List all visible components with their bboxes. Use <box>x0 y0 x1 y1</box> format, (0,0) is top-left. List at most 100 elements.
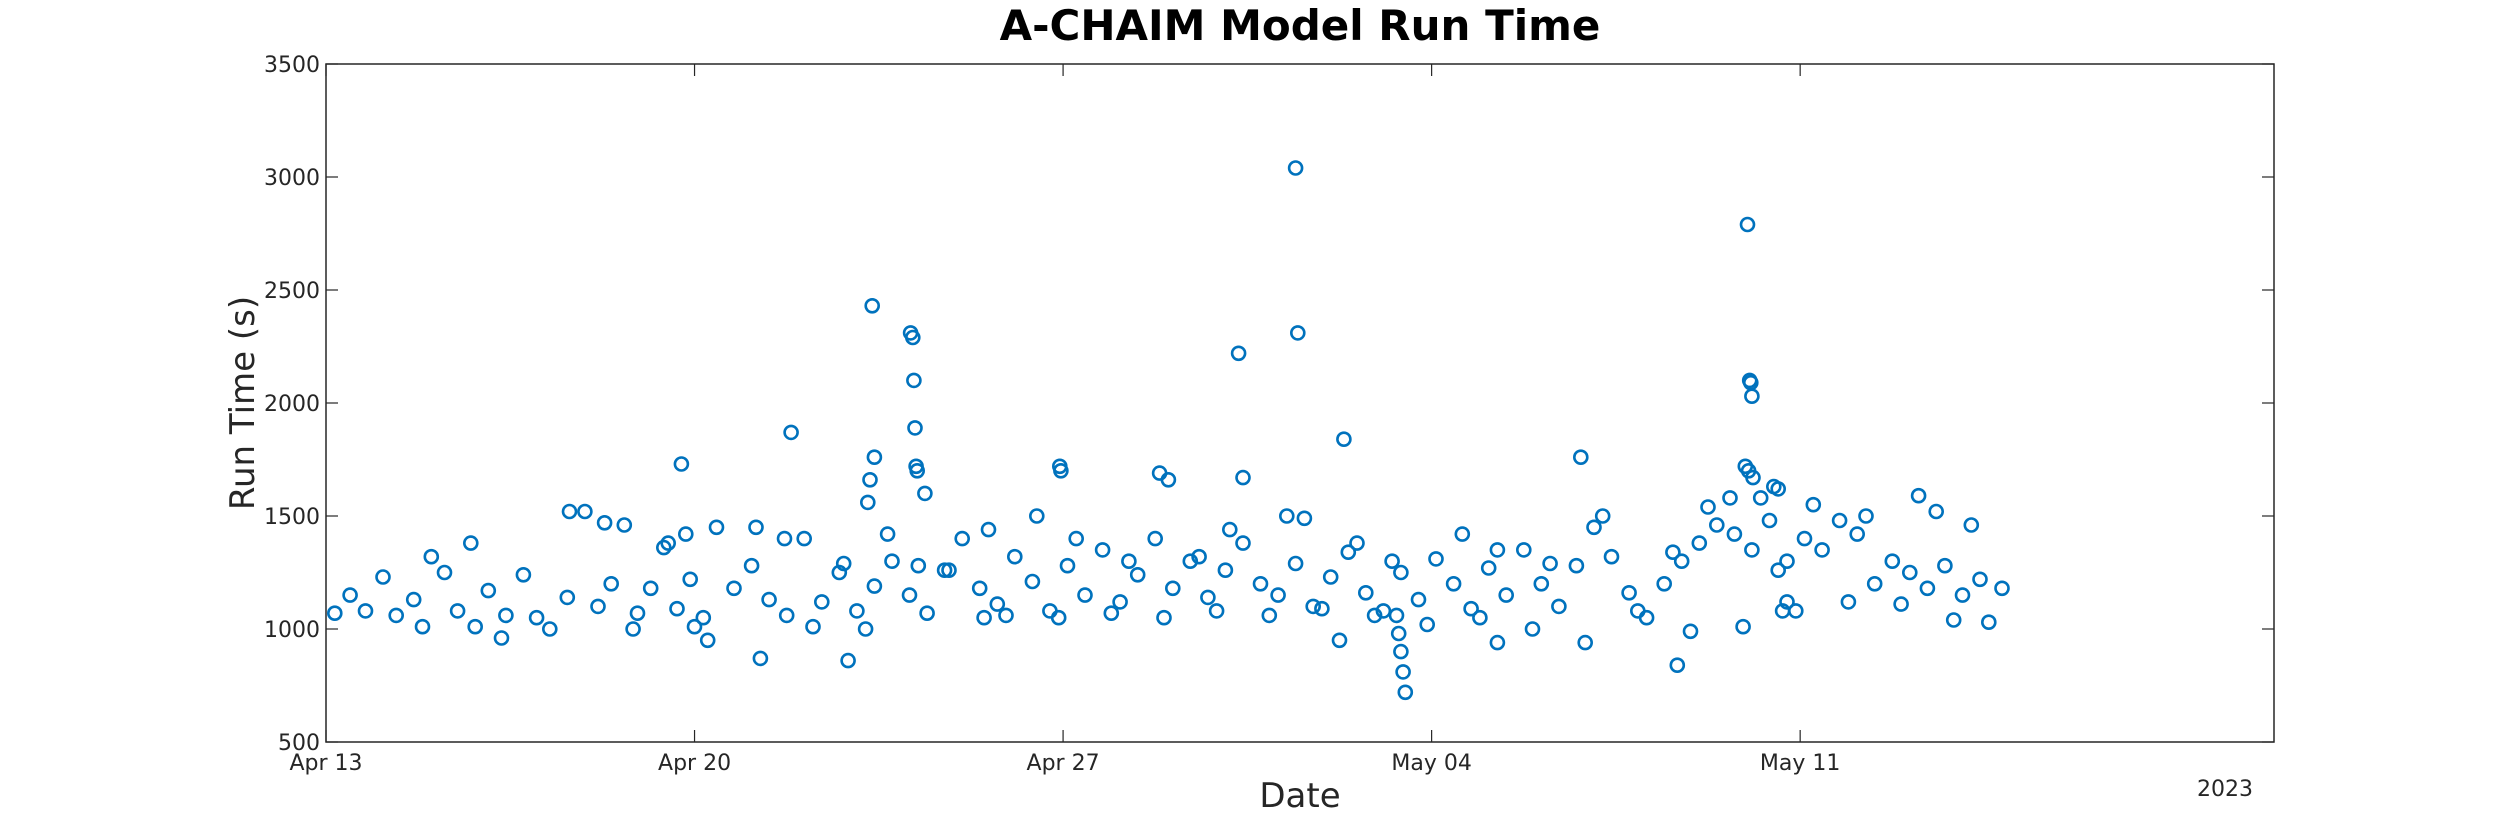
data-point <box>1735 618 1751 635</box>
data-point <box>1053 462 1069 479</box>
data-point <box>1463 600 1479 617</box>
data-point <box>590 598 606 615</box>
data-point <box>1902 564 1918 581</box>
data-point <box>1722 490 1738 506</box>
data-point <box>748 519 764 536</box>
data-point <box>669 600 685 617</box>
data-point <box>1752 490 1769 506</box>
data-point <box>796 530 813 547</box>
data-point <box>1129 566 1146 583</box>
data-point <box>1358 584 1374 601</box>
data-point <box>1910 487 1927 504</box>
data-point <box>1287 160 1304 176</box>
data-point <box>1006 548 1023 565</box>
data-point <box>971 580 988 597</box>
data-point <box>1410 591 1427 608</box>
data-point <box>1533 575 1550 592</box>
data-point <box>1235 535 1251 551</box>
data-point <box>864 297 881 314</box>
data-point <box>1656 575 1672 592</box>
data-point <box>1445 575 1462 592</box>
y-tick-label: 2000 <box>264 392 320 417</box>
data-point <box>342 587 358 603</box>
data-point <box>596 514 613 531</box>
data-point <box>1866 575 1883 592</box>
data-point <box>375 569 391 585</box>
data-point <box>936 562 953 579</box>
data-point <box>1761 512 1778 529</box>
data-point <box>976 609 992 626</box>
data-point <box>941 562 957 579</box>
data-point <box>1524 621 1541 637</box>
data-point <box>1691 535 1708 551</box>
data-point <box>528 609 545 626</box>
data-point <box>879 526 896 542</box>
data-point <box>695 609 712 626</box>
data-point <box>917 485 933 502</box>
data-point <box>1573 449 1589 466</box>
data-point <box>1709 517 1725 533</box>
data-point <box>1981 614 1997 631</box>
x-axis-label: Date <box>1259 776 1340 816</box>
data-point <box>677 526 694 542</box>
data-point <box>1024 573 1041 590</box>
data-point <box>1384 553 1400 570</box>
data-point <box>1858 508 1874 524</box>
x-tick-label: Apr 20 <box>658 751 731 776</box>
data-point <box>1375 603 1392 619</box>
data-point <box>423 548 440 565</box>
data-point <box>405 591 422 608</box>
data-point <box>682 571 699 588</box>
data-point <box>1419 616 1435 633</box>
data-point <box>1919 580 1936 597</box>
data-point <box>743 557 760 574</box>
data-point <box>1489 542 1506 558</box>
x-axis: Apr 13 Apr 20 Apr 27 May 04 May 11 <box>289 64 1840 776</box>
data-point <box>906 372 922 389</box>
data-point <box>642 580 659 597</box>
data-point <box>449 603 466 619</box>
data-point <box>1744 388 1760 405</box>
data-point <box>998 607 1014 624</box>
data-point <box>1665 544 1681 561</box>
data-point <box>462 535 479 551</box>
data-point <box>726 580 742 597</box>
data-point <box>1147 530 1163 547</box>
data-point <box>866 578 883 594</box>
data-point <box>813 594 830 610</box>
data-point <box>493 630 510 646</box>
data-point <box>831 564 848 581</box>
data-point <box>603 575 620 592</box>
data-point <box>1191 548 1207 565</box>
data-point <box>1366 607 1383 624</box>
data-point <box>561 503 578 520</box>
data-point <box>1814 542 1830 558</box>
data-point <box>859 494 876 511</box>
data-point <box>616 517 633 533</box>
data-point <box>629 605 646 622</box>
data-point <box>1397 684 1414 701</box>
data-point <box>761 591 777 608</box>
data-point <box>840 652 856 669</box>
data-point <box>1200 589 1216 606</box>
data-point <box>1222 521 1238 538</box>
data-point <box>625 621 641 637</box>
data-point <box>686 618 703 635</box>
data-point <box>1287 555 1304 572</box>
data-point <box>954 530 971 547</box>
data-point <box>1480 560 1497 576</box>
data-point <box>1217 562 1234 579</box>
data-point <box>577 503 593 520</box>
y-tick-label: 1500 <box>264 505 320 530</box>
data-point <box>901 587 918 603</box>
data-point <box>1603 548 1620 565</box>
y-tick-label: 500 <box>278 731 320 756</box>
y-tick-label: 3500 <box>264 53 320 78</box>
data-point <box>1252 575 1269 592</box>
data-point <box>1121 553 1137 570</box>
data-point <box>1296 510 1313 527</box>
y-axis: 500 1000 1500 2000 2500 3000 3500 <box>264 53 2274 756</box>
data-point <box>1726 526 1743 542</box>
